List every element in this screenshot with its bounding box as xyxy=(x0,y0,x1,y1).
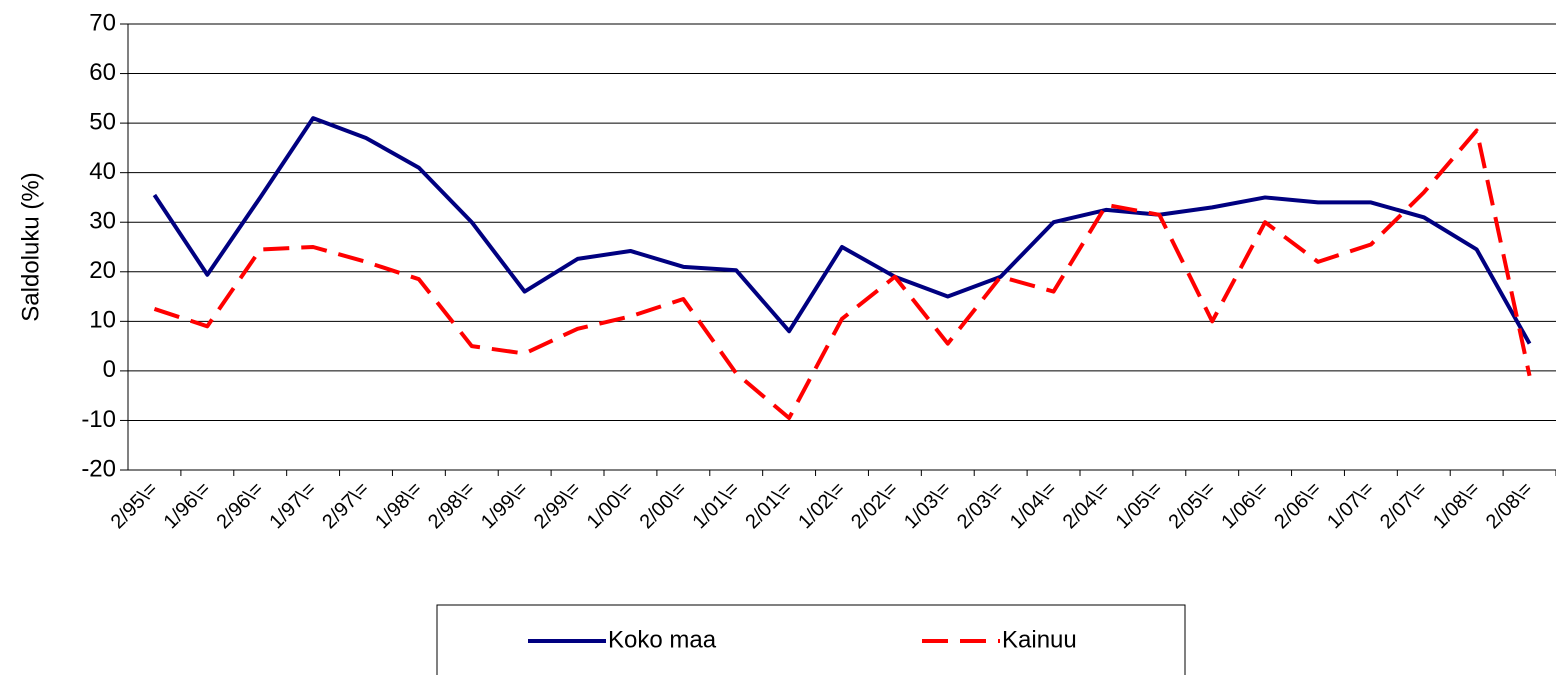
x-tick-label: 2/95\= xyxy=(107,478,162,533)
x-tick-label: 1/07\= xyxy=(1323,478,1378,533)
x-tick-label: 1/03\= xyxy=(900,478,955,533)
x-tick-label: 2/04\= xyxy=(1059,478,1114,533)
x-tick-label: 2/96\= xyxy=(212,478,267,533)
x-tick-label: 1/02\= xyxy=(794,478,849,533)
y-tick-label: -20 xyxy=(81,455,116,482)
x-tick-label: 2/97\= xyxy=(318,478,373,533)
x-tick-label: 2/05\= xyxy=(1164,478,1219,533)
y-tick-label: 0 xyxy=(103,356,116,383)
y-axis-label: Saldoluku (%) xyxy=(17,172,44,321)
y-tick-label: 50 xyxy=(89,108,116,135)
x-tick-label: 2/99\= xyxy=(530,478,585,533)
x-tick-label: 2/01\= xyxy=(741,478,796,533)
x-tick-label: 2/98\= xyxy=(424,478,479,533)
series-line xyxy=(152,116,1532,345)
y-tick-label: 10 xyxy=(89,307,116,334)
x-tick-label: 2/02\= xyxy=(847,478,902,533)
y-tick-label: 20 xyxy=(89,257,116,284)
x-tick-label: 1/08\= xyxy=(1429,478,1484,533)
x-tick-label: 1/99\= xyxy=(477,478,532,533)
y-tick-label: 30 xyxy=(89,208,116,235)
y-tick-label: 40 xyxy=(89,158,116,185)
x-tick-label: 2/00\= xyxy=(636,478,691,533)
x-tick-label: 1/00\= xyxy=(583,478,638,533)
legend-label: Kainuu xyxy=(1002,626,1077,653)
x-tick-label: 2/07\= xyxy=(1376,478,1431,533)
legend-label: Koko maa xyxy=(608,626,717,653)
y-tick-label: 60 xyxy=(89,59,116,86)
x-tick-label: 1/04\= xyxy=(1006,478,1061,533)
x-tick-label: 1/06\= xyxy=(1217,478,1272,533)
y-tick-label: -10 xyxy=(81,406,116,433)
x-tick-label: 2/06\= xyxy=(1270,478,1325,533)
series-line xyxy=(153,128,1532,420)
x-tick-label: 1/98\= xyxy=(371,478,426,533)
y-tick-label: 70 xyxy=(89,9,116,36)
x-tick-label: 1/96\= xyxy=(160,478,215,533)
x-tick-label: 1/01\= xyxy=(688,478,743,533)
x-tick-label: 1/05\= xyxy=(1112,478,1167,533)
x-tick-label: 2/03\= xyxy=(953,478,1008,533)
x-tick-label: 1/97\= xyxy=(265,478,320,533)
x-tick-label: 2/08\= xyxy=(1482,478,1537,533)
